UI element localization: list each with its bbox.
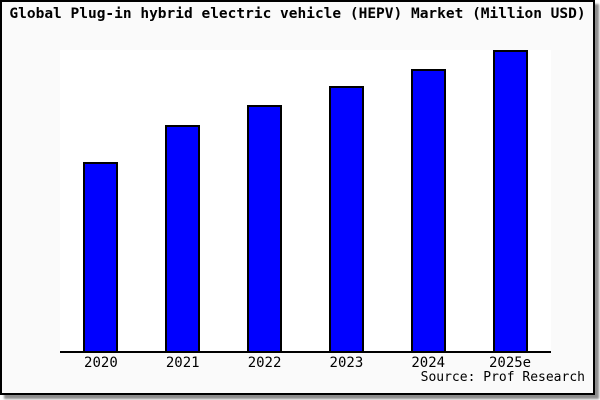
x-tick-label-2024: 2024 xyxy=(411,355,446,371)
bar-slot-2025e xyxy=(469,50,551,351)
x-tick-label-2025e: 2025e xyxy=(488,355,532,371)
bar-2021 xyxy=(165,125,201,351)
bar-2020 xyxy=(83,162,119,351)
bar-slot-2024 xyxy=(387,50,469,351)
x-tick-label-2021: 2021 xyxy=(165,355,200,371)
x-tick-label-2020: 2020 xyxy=(84,355,118,371)
plot-area xyxy=(60,50,551,353)
bar-slot-2021 xyxy=(142,50,224,351)
chart-title: Global Plug-in hybrid electric vehicle (… xyxy=(9,6,586,22)
bar-slot-2020 xyxy=(60,50,142,351)
bar-2023 xyxy=(328,86,364,351)
x-tick-label-2023: 2023 xyxy=(329,355,364,371)
bar-2024 xyxy=(410,69,446,351)
x-axis-tick-labels: 2020 2021 2022 2023 2024 2025e xyxy=(60,355,551,371)
bar-slot-2022 xyxy=(224,50,306,351)
x-tick-label-2022: 2022 xyxy=(247,355,282,371)
bar-2025e xyxy=(492,50,528,351)
source-note: Source: Prof Research xyxy=(420,370,585,385)
chart-frame: Global Plug-in hybrid electric vehicle (… xyxy=(0,0,595,395)
bar-2022 xyxy=(247,105,283,351)
bar-slot-2023 xyxy=(305,50,387,351)
